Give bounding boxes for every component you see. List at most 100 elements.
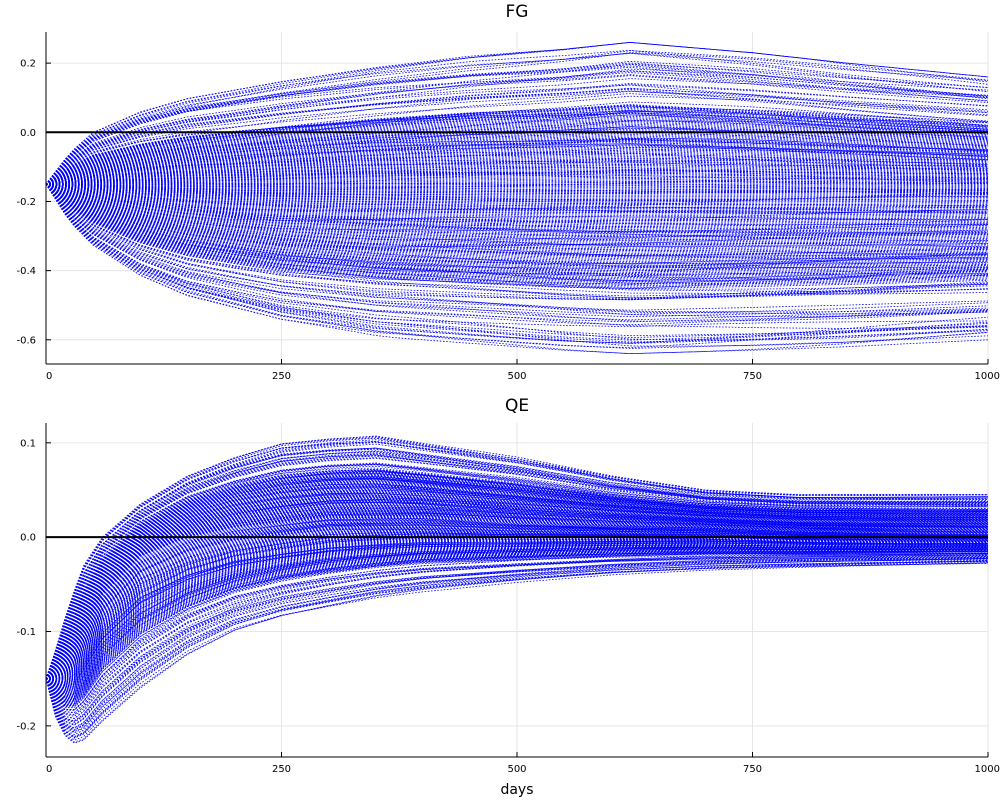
qe-core-path-14: [45, 547, 989, 698]
fg-y-tick-label-3: 0.0: [20, 128, 36, 139]
fg-series-path-33: [45, 183, 989, 292]
qe-y-tick-label-3: 0.1: [20, 438, 36, 449]
qe-core-path-108: [45, 490, 989, 679]
fg-core-path-24: [45, 183, 989, 257]
fg-core-path-4: [45, 183, 989, 284]
fg-core-path-125: [45, 122, 989, 185]
fg-core-path-89: [45, 168, 989, 185]
qe-series-path-132: [45, 470, 989, 679]
qe-core-path-115: [45, 485, 989, 679]
fg-core-path-105: [45, 148, 989, 185]
fg-core-path-118: [45, 131, 989, 185]
fg-series-path-155: [45, 74, 989, 185]
fg-core-path-51: [45, 183, 989, 221]
fg-core-path-76: [45, 183, 988, 190]
fg-core-path-29: [45, 183, 989, 250]
fg-series-path-114: [45, 138, 989, 185]
fg-series-path-152: [45, 75, 989, 185]
fg-axes: 0 250 500 750 1000 -0.6 -0.4 -0.2 0.0 0.2: [16, 32, 1000, 382]
fg-core-path-109: [45, 143, 989, 185]
qe-core-path-71: [45, 516, 989, 680]
fg-core-path-49: [45, 183, 988, 223]
qe-core-path-69: [45, 518, 989, 680]
qe-series-path-59: [45, 540, 988, 686]
fg-series-path-4: [45, 183, 989, 344]
fg-series-path-69: [45, 183, 989, 232]
fg-x-tick-label-3: 750: [743, 371, 762, 382]
qe-series-path-144: [45, 457, 988, 679]
fg-series-path-40: [45, 183, 989, 285]
fg-core-path-35: [45, 183, 989, 242]
fg-core-path-25: [45, 183, 989, 256]
fg-core-path-20: [45, 183, 989, 262]
fg-series-path-121: [45, 138, 989, 185]
fg-core-path-112: [45, 139, 989, 185]
fg-series-path-22: [45, 183, 989, 313]
qe-series-path-169: [45, 437, 988, 679]
fg-series-path-26: [45, 183, 989, 301]
fg-series-path-28: [45, 183, 989, 300]
fg-core-path-92: [45, 164, 989, 185]
fg-y-tick-label-1: -0.4: [16, 266, 36, 277]
qe-series-path-154: [45, 451, 989, 679]
fg-core-path-22: [45, 183, 989, 260]
qe-series-path-141: [45, 467, 989, 679]
qe-core-path-114: [45, 486, 988, 679]
fg-series-path-150: [45, 68, 989, 185]
fg-series-path-157: [45, 62, 989, 185]
qe-core-path-13: [45, 547, 988, 699]
qe-series-path-5: [45, 560, 989, 739]
qe-series-path-21: [45, 556, 989, 722]
fg-series-path-166: [45, 41, 989, 185]
qe-core-path-78: [45, 511, 989, 679]
qe-core-path-70: [45, 517, 989, 680]
qe-x-tick-label-4: 1000: [975, 764, 1000, 775]
fg-core-path-106: [45, 146, 989, 185]
fg-series-path-25: [45, 183, 989, 311]
fg-series-path-108: [45, 152, 989, 185]
fg-series-path-10: [45, 183, 989, 341]
fg-series-path-11: [45, 183, 989, 337]
qe-core-path-132: [45, 473, 989, 679]
fg-core-path-65: [45, 183, 988, 201]
fg-core-path-47: [45, 183, 989, 226]
fg-core-path-62: [45, 183, 988, 206]
qe-core-path-113: [45, 487, 989, 679]
qe-series-path-58: [45, 541, 988, 686]
fg-core-path-75: [46, 183, 988, 191]
fg-core-path-108: [45, 144, 989, 185]
qe-core-path-56: [45, 526, 989, 680]
fg-core-path-5: [45, 183, 989, 283]
fg-x-tick-label-4: 1000: [975, 371, 1000, 382]
qe-core-path-85: [45, 507, 989, 679]
fg-series-path-2: [45, 183, 989, 349]
fg-series-path-70: [45, 183, 989, 223]
fg-series-path-0: [45, 183, 989, 355]
fg-core-path-11: [45, 183, 989, 275]
qe-core-path-86: [45, 506, 989, 679]
fg-series-path-147: [45, 78, 989, 185]
qe-core-path-50: [45, 530, 989, 680]
qe-series-path-57: [45, 541, 989, 689]
fg-core-path-19: [45, 183, 989, 264]
qe-series-path-109: [45, 495, 989, 679]
qe-core-path-119: [45, 482, 989, 679]
fg-series-path-29: [45, 183, 989, 299]
fg-core-path-134: [45, 110, 989, 185]
qe-core-path-45: [45, 533, 988, 682]
fg-core-path-1: [45, 183, 989, 288]
fg-core-path-48: [45, 183, 989, 224]
fg-core-path-44: [45, 183, 989, 230]
qe-series-path-139: [45, 463, 988, 679]
fg-core-path-138: [45, 105, 989, 185]
qe-series-path-27: [45, 553, 989, 713]
fg-series-path-146: [45, 87, 989, 185]
fg-core-path-43: [45, 183, 989, 231]
fg-core-path-59: [45, 183, 988, 210]
fg-core-path-12: [45, 183, 989, 273]
qe-core-path-80: [45, 510, 989, 679]
fg-series-path-143: [45, 83, 989, 185]
qe-core-path-49: [45, 530, 988, 680]
qe-core-path-128: [45, 476, 988, 679]
qe-core-path-1: [45, 551, 988, 706]
